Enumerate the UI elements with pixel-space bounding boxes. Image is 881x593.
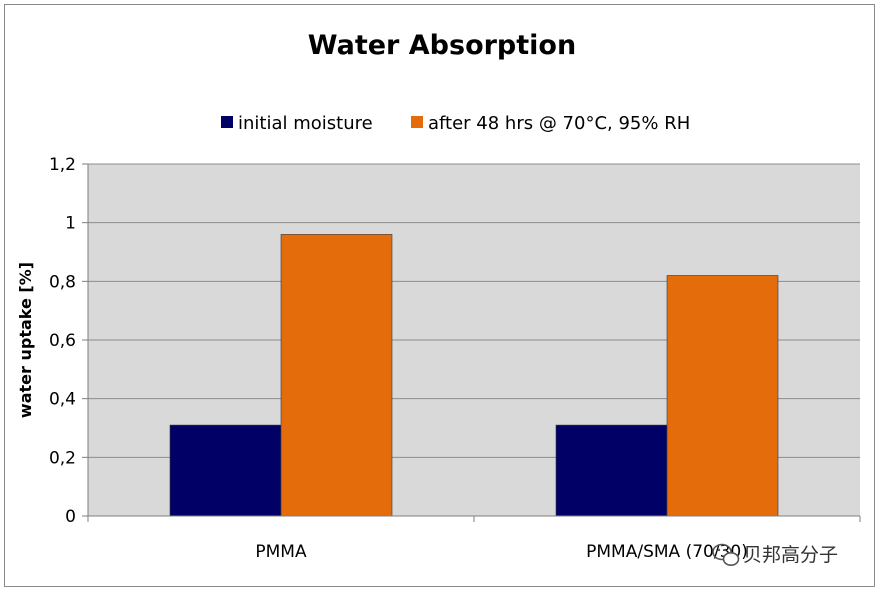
legend-label-initial-moisture: initial moisture (238, 113, 373, 134)
legend: initial moisture after 48 hrs @ 70°C, 95… (221, 113, 690, 134)
chart-title: Water Absorption (308, 30, 576, 61)
y-tick-label: 0,8 (49, 272, 76, 292)
watermark-text: 贝邦高分子 (743, 544, 838, 566)
bar-after-48-hrs-1 (280, 234, 393, 517)
wechat-logo-icon (712, 543, 740, 566)
y-tick-label: 1,2 (49, 155, 76, 175)
y-tick-label: 0,6 (49, 331, 76, 351)
x-category-label: PMMA (255, 542, 307, 562)
x-axis-categories: PMMA PMMA/SMA (70/30) (255, 542, 747, 562)
bar-initial-moisture-1 (169, 424, 282, 517)
y-tick-label: 0 (65, 507, 76, 527)
bars (169, 234, 779, 517)
x-category-label: PMMA/SMA (70/30) (586, 542, 748, 562)
bar-after-48-hrs-2 (666, 275, 779, 517)
legend-swatch-initial-moisture (221, 116, 233, 128)
legend-swatch-after-48-hrs (411, 116, 423, 128)
watermark: 贝邦高分子 (712, 543, 838, 566)
legend-label-after-48-hrs: after 48 hrs @ 70°C, 95% RH (428, 113, 690, 134)
y-axis-ticks: 0 0,2 0,4 0,6 0,8 1 1,2 (49, 155, 88, 527)
y-tick-label: 1 (65, 214, 76, 234)
y-axis-label: water uptake [%] (16, 262, 35, 418)
y-tick-label: 0,4 (49, 390, 76, 410)
y-tick-label: 0,2 (49, 448, 76, 468)
bar-initial-moisture-2 (555, 424, 668, 517)
axes (87, 164, 861, 522)
